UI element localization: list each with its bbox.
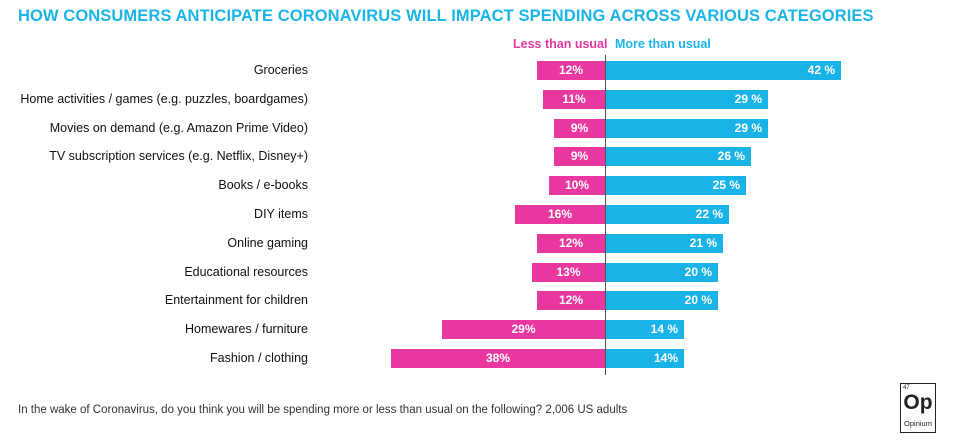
data-label-more: 42 % [807, 63, 835, 77]
data-label-less: 12% [558, 293, 584, 307]
category-label: TV subscription services (e.g. Netflix, … [49, 149, 308, 163]
data-label-less: 12% [558, 236, 584, 250]
data-label-more: 20 % [684, 265, 712, 279]
bar-more-than-usual: 26 % [605, 147, 751, 166]
data-label-less: 10% [564, 178, 590, 192]
data-label-more: 29 % [734, 121, 762, 135]
bar-less-than-usual: 38% [391, 349, 605, 368]
bar-less-than-usual: 11% [543, 90, 605, 109]
category-label: Groceries [253, 63, 308, 77]
legend-less-than-usual: Less than usual [513, 37, 608, 51]
bar-more-than-usual: 25 % [605, 176, 746, 195]
data-label-less: 9% [570, 149, 589, 163]
survey-footnote: In the wake of Coronavirus, do you think… [18, 404, 628, 416]
bar-more-than-usual: 22 % [605, 205, 729, 224]
bar-more-than-usual: 42 % [605, 61, 841, 80]
bar-more-than-usual: 29 % [605, 119, 768, 138]
category-label: Books / e-books [218, 178, 308, 192]
bar-less-than-usual: 9% [554, 147, 605, 166]
bar-less-than-usual: 13% [532, 263, 605, 282]
chart-title: HOW CONSUMERS ANTICIPATE CORONAVIRUS WIL… [18, 7, 874, 25]
data-label-less: 38% [485, 351, 511, 365]
data-label-more: 29 % [734, 92, 762, 106]
data-label-less: 9% [570, 121, 589, 135]
logo-symbol: Op [903, 391, 933, 414]
category-label: Educational resources [184, 265, 308, 279]
category-label: Online gaming [227, 236, 308, 250]
data-label-less: 29% [511, 322, 536, 336]
bar-more-than-usual: 14% [605, 349, 684, 368]
category-label: Fashion / clothing [210, 351, 308, 365]
bar-less-than-usual: 16% [515, 205, 605, 224]
data-label-more: 14% [653, 351, 678, 365]
bar-more-than-usual: 29 % [605, 90, 768, 109]
bar-less-than-usual: 12% [537, 291, 605, 310]
bar-more-than-usual: 14 % [605, 320, 684, 339]
bar-more-than-usual: 21 % [605, 234, 723, 253]
bar-less-than-usual: 10% [549, 176, 605, 195]
data-label-less: 16% [547, 207, 573, 221]
data-label-less: 11% [562, 92, 586, 106]
data-label-less: 12% [558, 63, 584, 77]
data-label-more: 14 % [650, 322, 678, 336]
data-label-more: 25 % [712, 178, 740, 192]
data-label-more: 20 % [684, 293, 712, 307]
data-label-less: 13% [556, 265, 581, 279]
opinium-logo: 47 Op Opinium [900, 383, 936, 433]
bar-less-than-usual: 12% [537, 61, 605, 80]
bar-less-than-usual: 12% [537, 234, 605, 253]
bar-less-than-usual: 9% [554, 119, 605, 138]
category-label: DIY items [254, 207, 308, 221]
data-label-more: 21 % [689, 236, 717, 250]
category-label: Homewares / furniture [185, 322, 308, 336]
data-label-more: 22 % [695, 207, 723, 221]
bar-less-than-usual: 29% [442, 320, 605, 339]
category-label: Movies on demand (e.g. Amazon Prime Vide… [49, 121, 308, 135]
legend-more-than-usual: More than usual [615, 37, 711, 51]
bar-more-than-usual: 20 % [605, 263, 718, 282]
logo-name: Opinium [904, 419, 932, 428]
zero-axis-line [605, 55, 606, 375]
logo-number: 47 [903, 385, 910, 391]
category-label: Entertainment for children [164, 293, 308, 307]
category-label: Home activities / games (e.g. puzzles, b… [20, 92, 308, 106]
data-label-more: 26 % [717, 149, 745, 163]
bar-more-than-usual: 20 % [605, 291, 718, 310]
